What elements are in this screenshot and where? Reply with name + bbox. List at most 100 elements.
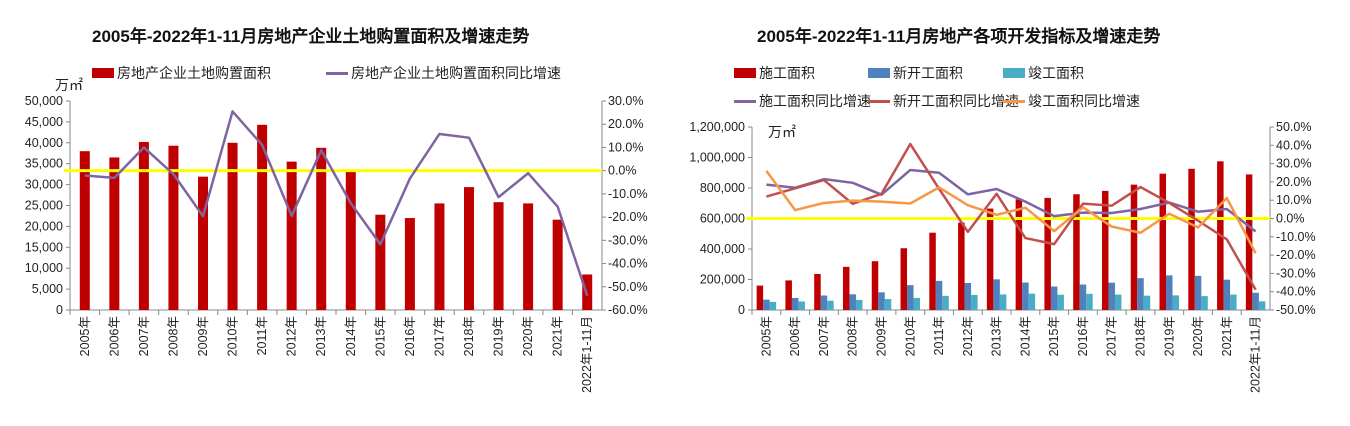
x-tick-label: 2010年 (903, 316, 917, 356)
legend-item-completed-growth: 竣工面积同比增速 (1003, 91, 1140, 111)
x-tick-label: 2012年 (285, 316, 299, 356)
y-tick-label: 15,000 (25, 240, 63, 254)
bar-施工面积 (1073, 194, 1080, 310)
x-tick-label: 2017年 (432, 316, 446, 356)
y2-tick-label: -60.0% (608, 303, 648, 317)
x-tick-label: 2019年 (1162, 316, 1176, 356)
x-tick-label: 2017年 (1105, 316, 1119, 356)
bar-新开工面积 (1194, 275, 1202, 310)
x-tick-label: 2013年 (990, 316, 1004, 356)
bar-竣工面积 (855, 299, 863, 310)
bar-房地产企业土地购置面积 (552, 219, 563, 310)
line-施工面积同比增速 (766, 168, 1257, 233)
y2-tick-label: 40.0% (1276, 138, 1311, 152)
bar-新开工面积 (1137, 278, 1144, 310)
bar-新开工面积 (1108, 282, 1115, 310)
bar-竣工面积 (1143, 295, 1151, 310)
y-tick-label: 35,000 (25, 157, 63, 171)
y-tick-label: 0 (56, 303, 63, 317)
x-tick-label: 2012年 (961, 316, 975, 356)
y-tick-label: 0 (738, 303, 745, 317)
y2-tick-label: -20.0% (1276, 248, 1316, 262)
y2-tick-label: 10.0% (608, 140, 643, 154)
y2-tick-label: -40.0% (608, 257, 648, 271)
y2-tick-label: -10.0% (1276, 230, 1316, 244)
x-tick-label: 2020年 (521, 316, 535, 356)
legend-label: 新开工面积同比增速 (893, 93, 1019, 109)
x-tick-label: 2022年1-11月 (1249, 316, 1263, 393)
legend-swatch (92, 68, 114, 78)
bar-竣工面积 (1230, 294, 1237, 310)
bar-施工面积 (900, 248, 908, 310)
y-tick-label: 400,000 (700, 242, 745, 256)
y-tick-label: 600,000 (700, 212, 745, 226)
x-tick-label: 2011年 (932, 316, 946, 355)
bar-房地产企业土地购置面积 (434, 203, 445, 310)
bar-房地产企业土地购置面积 (345, 170, 356, 310)
x-tick-label: 2015年 (1047, 316, 1061, 356)
y2-tick-label: 0.0% (1276, 212, 1305, 226)
bar-房地产企业土地购置面积 (375, 214, 386, 310)
bar-施工面积 (1188, 168, 1195, 310)
y-tick-label: 50,000 (25, 94, 63, 108)
line-竣工面积同比增速 (765, 170, 1257, 254)
bar-房地产企业土地购置面积 (286, 161, 297, 310)
legend-item-land-growth: 房地产企业土地购置面积同比增速 (326, 63, 561, 83)
bar-施工面积 (785, 280, 792, 310)
y2-tick-label: 30.0% (608, 94, 643, 108)
x-tick-label: 2005年 (759, 316, 773, 356)
x-tick-label: 2008年 (166, 316, 180, 356)
bar-施工面积 (958, 222, 965, 310)
x-tick-label: 2006年 (107, 316, 121, 356)
legend-swatch (1003, 99, 1025, 103)
bar-施工面积 (929, 232, 936, 310)
x-tick-label: 2010年 (226, 316, 240, 356)
y2-tick-label: 20.0% (608, 117, 643, 131)
y2-tick-label: -30.0% (608, 233, 648, 247)
legend-label: 施工面积 (759, 65, 815, 81)
x-tick-label: 2006年 (788, 316, 802, 356)
bar-竣工面积 (1057, 294, 1064, 310)
y-tick-label: 1,000,000 (689, 151, 745, 165)
x-tick-label: 2018年 (462, 316, 476, 356)
chart-2: 0 200,000 400,000 600,000 800,000 1,000,000 1,… (689, 120, 1315, 393)
legend-swatch (734, 99, 756, 103)
y2-tick-label: -10.0% (608, 187, 648, 201)
bar-新开工面积 (1050, 286, 1058, 310)
bar-新开工面积 (1022, 282, 1029, 310)
bar-施工面积 (1015, 199, 1023, 310)
bar-竣工面积 (942, 295, 949, 310)
bar-施工面积 (871, 261, 879, 310)
x-tick-label: 2005年 (78, 316, 92, 356)
legend-label: 新开工面积 (893, 65, 963, 81)
bar-竣工面积 (1086, 293, 1093, 310)
bar-竣工面积 (1201, 296, 1208, 310)
bar-新开工面积 (1079, 284, 1087, 310)
bar-施工面积 (814, 274, 821, 310)
y-tick-label: 800,000 (700, 181, 745, 195)
bar-房地产企业土地购置面积 (168, 145, 179, 310)
x-tick-label: 2016年 (1076, 316, 1090, 356)
bar-竣工面积 (971, 294, 978, 310)
bar-新开工面积 (907, 285, 914, 310)
x-tick-label: 2011年 (255, 316, 269, 355)
bar-施工面积 (842, 266, 850, 310)
x-tick-label: 2020年 (1191, 316, 1205, 356)
legend-label: 施工面积同比增速 (759, 93, 871, 109)
y-tick-label: 200,000 (700, 273, 745, 287)
y-tick-label: 25,000 (25, 199, 63, 213)
x-tick-label: 2009年 (196, 316, 210, 356)
bar-施工面积 (986, 208, 994, 310)
y2-tick-label: 30.0% (1276, 157, 1311, 171)
bar-房地产企业土地购置面积 (404, 218, 415, 310)
bar-房地产企业土地购置面积 (109, 157, 120, 310)
chart2-unit: 万㎡ (768, 124, 796, 140)
legend-swatch (734, 68, 756, 78)
legend-item-new-start-growth: 新开工面积同比增速 (868, 91, 1019, 111)
bar-房地产企业土地购置面积 (79, 151, 90, 310)
x-tick-label: 2008年 (846, 316, 860, 356)
y-tick-label: 5,000 (32, 282, 63, 296)
bar-竣工面积 (798, 301, 805, 310)
y-tick-label: 40,000 (25, 136, 63, 150)
